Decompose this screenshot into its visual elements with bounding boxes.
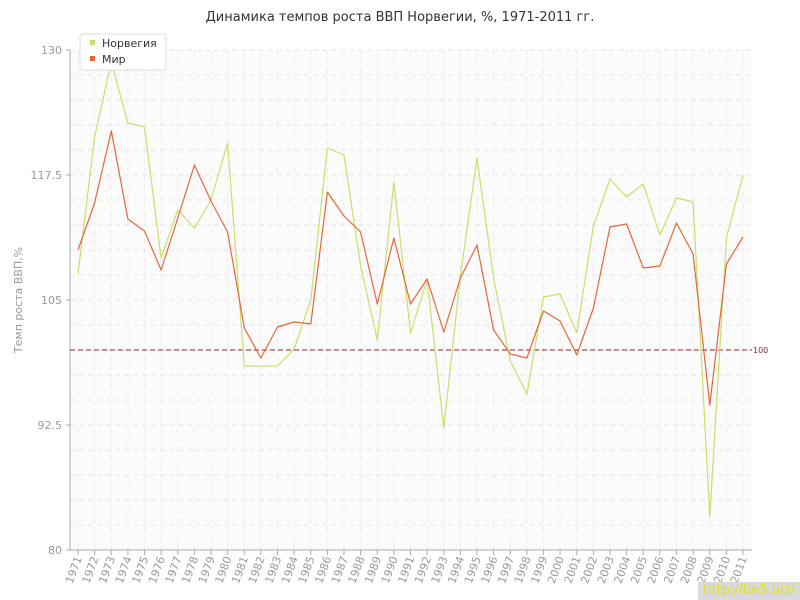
legend-label-norway[interactable]: Норвегия [102, 37, 157, 50]
y-tick-label: 92.5 [38, 419, 63, 432]
reference-line-label: 100 [753, 346, 768, 355]
y-axis-label: Темп роста ВВП,% [12, 247, 25, 354]
series-line-world[interactable] [77, 130, 744, 406]
y-tick-label: 117.5 [31, 169, 63, 182]
y-tick-label: 80 [48, 544, 62, 557]
legend-swatch-norway [90, 40, 95, 45]
legend[interactable]: Норвегия Мир [79, 33, 167, 71]
reference-line-group: 100 [70, 346, 768, 355]
grid [70, 49, 752, 551]
series-lines [77, 61, 744, 518]
series-line-norway[interactable] [77, 61, 744, 518]
chart-title: Динамика темпов роста ВВП Норвегии, %, 1… [205, 10, 595, 25]
y-tick-label: 130 [41, 44, 62, 57]
legend-swatch-world [90, 56, 95, 61]
y-tick-label: 105 [41, 294, 62, 307]
legend-label-world[interactable]: Мир [102, 53, 126, 66]
watermark[interactable]: http://be5.biz/ [698, 582, 800, 600]
legend-box [79, 33, 167, 71]
